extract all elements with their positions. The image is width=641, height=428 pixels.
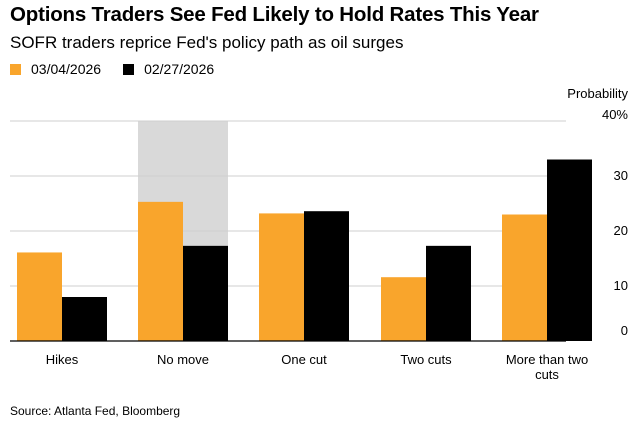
y-tick-label-40: 40%	[602, 107, 628, 122]
bar-two-cuts-series-2	[426, 245, 471, 341]
legend-swatch-black	[123, 63, 135, 75]
x-tick-label-hikes: Hikes	[46, 352, 79, 367]
x-tick-label-one-cut: One cut	[281, 352, 327, 367]
bar-hikes-series-2	[62, 297, 107, 341]
x-tick-label-line: One cut	[281, 352, 327, 367]
y-tick-label-30: 30	[614, 168, 628, 183]
chart-legend: 03/04/2026 02/27/2026	[10, 61, 236, 77]
source-note: Source: Atlanta Fed, Bloomberg	[10, 404, 181, 418]
bar-two-cuts-series-1	[381, 277, 426, 341]
x-tick-label-line: Hikes	[46, 352, 79, 367]
x-tick-label-more-than-two-cuts: More than two cuts	[506, 352, 588, 382]
x-tick-label-line: More than two	[506, 352, 588, 367]
chart-subtitle: SOFR traders reprice Fed's policy path a…	[10, 33, 404, 52]
legend-label-previous: 02/27/2026	[144, 61, 215, 77]
bar-one-cut-series-2	[304, 211, 349, 341]
x-tick-label-two-cuts: Two cuts	[400, 352, 452, 367]
y-axis-label: Probability	[567, 86, 628, 101]
bar-more-than-two-cuts-series-2	[547, 159, 592, 341]
x-tick-label-line: cuts	[535, 367, 559, 382]
x-tick-label-line: Two cuts	[400, 352, 452, 367]
bar-one-cut-series-1	[259, 213, 304, 341]
legend-label-current: 03/04/2026	[31, 61, 102, 77]
bar-hikes-series-1	[17, 252, 62, 341]
bar-no-move-series-1	[138, 201, 183, 341]
legend-swatch-orange	[10, 63, 21, 75]
y-tick-label-20: 20	[614, 223, 628, 238]
x-tick-label-no-move: No move	[157, 352, 209, 367]
chart-title: Options Traders See Fed Likely to Hold R…	[10, 3, 539, 26]
bar-more-than-two-cuts-series-1	[502, 214, 547, 341]
legend-item-current: 03/04/2026	[10, 61, 101, 77]
legend-item-previous: 02/27/2026	[123, 61, 214, 77]
y-tick-label-0: 0	[621, 323, 628, 338]
x-tick-label-line: No move	[157, 352, 209, 367]
y-tick-label-10: 10	[614, 278, 628, 293]
bar-no-move-series-2	[183, 245, 228, 341]
